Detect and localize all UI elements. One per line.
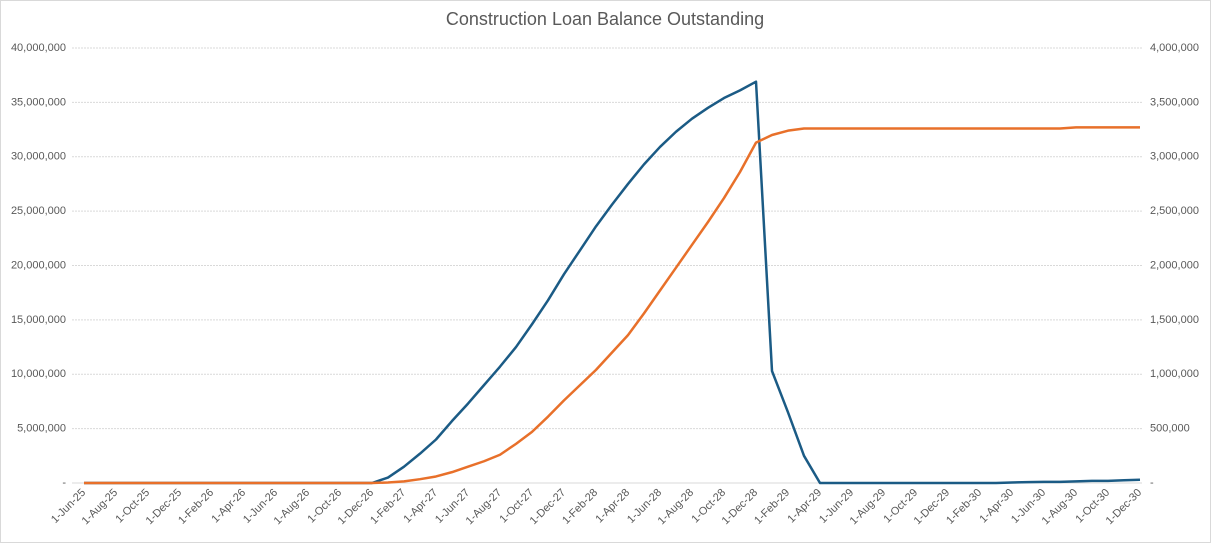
- y2-tick-label: -: [1150, 477, 1154, 489]
- y2-tick-label: 2,000,000: [1150, 259, 1199, 271]
- y2-tick-label: 4,000,000: [1150, 42, 1199, 54]
- y2-tick-label: 1,000,000: [1150, 368, 1199, 380]
- y2-tick-label: 3,500,000: [1150, 96, 1199, 108]
- y-tick-label: 20,000,000: [11, 259, 66, 271]
- y-tick-label: 5,000,000: [17, 423, 66, 435]
- y2-tick-label: 1,500,000: [1150, 314, 1199, 326]
- y-tick-label: 25,000,000: [11, 205, 66, 217]
- chart-title: Construction Loan Balance Outstanding: [446, 9, 764, 29]
- y-tick-label: 40,000,000: [11, 42, 66, 54]
- y2-tick-label: 3,000,000: [1150, 151, 1199, 163]
- y2-tick-label: 500,000: [1150, 423, 1190, 435]
- y-tick-label: 10,000,000: [11, 368, 66, 380]
- y-tick-label: 30,000,000: [11, 151, 66, 163]
- y-tick-label: -: [62, 477, 66, 489]
- y2-tick-label: 2,500,000: [1150, 205, 1199, 217]
- y-tick-label: 35,000,000: [11, 96, 66, 108]
- line-series: [84, 126, 1140, 485]
- y-tick-label: 15,000,000: [11, 314, 66, 326]
